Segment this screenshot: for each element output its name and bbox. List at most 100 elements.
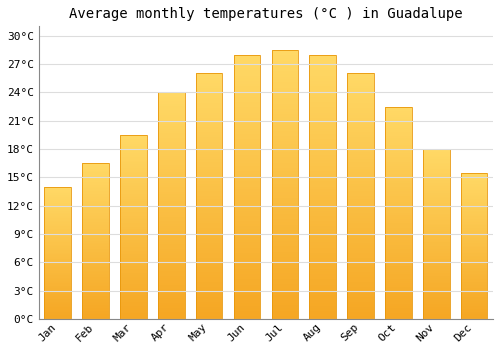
- Bar: [385, 308, 411, 310]
- Bar: [158, 111, 184, 113]
- Bar: [348, 152, 374, 154]
- Bar: [44, 245, 71, 246]
- Bar: [348, 267, 374, 270]
- Bar: [423, 180, 450, 181]
- Bar: [272, 96, 298, 98]
- Bar: [44, 197, 71, 199]
- Bar: [234, 266, 260, 269]
- Bar: [272, 141, 298, 144]
- Bar: [82, 285, 109, 286]
- Bar: [310, 123, 336, 126]
- Bar: [44, 213, 71, 215]
- Bar: [272, 195, 298, 198]
- Bar: [196, 100, 222, 103]
- Bar: [120, 199, 146, 201]
- Bar: [44, 299, 71, 300]
- Bar: [348, 206, 374, 209]
- Bar: [423, 158, 450, 159]
- Bar: [461, 281, 487, 282]
- Bar: [272, 136, 298, 139]
- Bar: [82, 246, 109, 247]
- Bar: [158, 154, 184, 156]
- Bar: [158, 181, 184, 183]
- Bar: [385, 221, 411, 223]
- Bar: [44, 216, 71, 217]
- Bar: [158, 113, 184, 115]
- Bar: [234, 274, 260, 276]
- Bar: [82, 267, 109, 269]
- Bar: [423, 300, 450, 302]
- Bar: [310, 136, 336, 139]
- Bar: [423, 271, 450, 273]
- Bar: [234, 218, 260, 221]
- Bar: [348, 245, 374, 248]
- Bar: [461, 250, 487, 252]
- Bar: [82, 191, 109, 193]
- Bar: [196, 110, 222, 113]
- Bar: [461, 191, 487, 193]
- Bar: [461, 276, 487, 278]
- Bar: [272, 109, 298, 112]
- Bar: [310, 179, 336, 181]
- Bar: [385, 313, 411, 315]
- Bar: [44, 266, 71, 267]
- Bar: [385, 166, 411, 168]
- Bar: [385, 317, 411, 319]
- Bar: [158, 303, 184, 305]
- Bar: [234, 158, 260, 160]
- Bar: [234, 78, 260, 81]
- Bar: [423, 217, 450, 219]
- Bar: [348, 145, 374, 147]
- Bar: [423, 309, 450, 310]
- Bar: [120, 288, 146, 289]
- Bar: [385, 128, 411, 130]
- Bar: [44, 209, 71, 211]
- Bar: [158, 201, 184, 203]
- Bar: [348, 179, 374, 181]
- Bar: [158, 283, 184, 285]
- Bar: [234, 107, 260, 110]
- Bar: [44, 242, 71, 244]
- Bar: [82, 277, 109, 278]
- Bar: [196, 211, 222, 213]
- Bar: [348, 258, 374, 260]
- Bar: [158, 215, 184, 217]
- Bar: [423, 314, 450, 315]
- Bar: [423, 166, 450, 168]
- Bar: [158, 231, 184, 233]
- Bar: [423, 207, 450, 209]
- Bar: [234, 303, 260, 306]
- Bar: [348, 265, 374, 267]
- Bar: [348, 272, 374, 275]
- Bar: [44, 303, 71, 304]
- Bar: [44, 200, 71, 201]
- Bar: [385, 181, 411, 183]
- Bar: [461, 247, 487, 248]
- Bar: [272, 257, 298, 260]
- Bar: [158, 258, 184, 260]
- Bar: [158, 99, 184, 102]
- Bar: [423, 231, 450, 232]
- Bar: [348, 299, 374, 302]
- Bar: [461, 180, 487, 181]
- Bar: [310, 200, 336, 203]
- Bar: [158, 142, 184, 145]
- Bar: [348, 309, 374, 312]
- Bar: [44, 302, 71, 303]
- Bar: [196, 258, 222, 260]
- Bar: [423, 268, 450, 270]
- Bar: [385, 106, 411, 319]
- Bar: [196, 260, 222, 262]
- Bar: [120, 310, 146, 312]
- Bar: [234, 311, 260, 314]
- Bar: [234, 213, 260, 216]
- Bar: [234, 192, 260, 195]
- Bar: [272, 284, 298, 287]
- Bar: [385, 272, 411, 274]
- Bar: [348, 86, 374, 88]
- Bar: [385, 179, 411, 181]
- Bar: [120, 197, 146, 199]
- Bar: [158, 176, 184, 178]
- Bar: [44, 192, 71, 193]
- Bar: [461, 294, 487, 295]
